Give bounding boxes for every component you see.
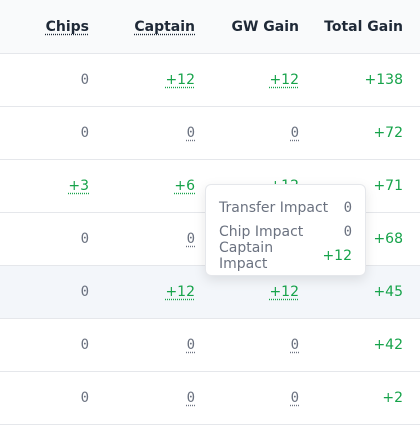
tooltip-row-chip: Chip Impact 0 (219, 222, 352, 242)
total-gain-value: +71 (373, 178, 403, 194)
chips-value: 0 (80, 231, 89, 247)
tooltip-row-transfer: Transfer Impact 0 (219, 198, 352, 218)
chips-value: 0 (80, 337, 89, 353)
gain-breakdown-tooltip: Transfer Impact 0 Chip Impact 0 Captain … (205, 184, 366, 276)
table-row: 0 0 0 +2 (0, 372, 420, 425)
table-row: 0 +12 +12 +138 (0, 54, 420, 107)
chips-value: 0 (80, 284, 89, 300)
captain-value[interactable]: +12 (165, 284, 195, 300)
captain-value[interactable]: 0 (186, 125, 195, 141)
gw-gain-header: GW Gain (231, 18, 299, 35)
gw-gain-value[interactable]: 0 (290, 390, 299, 406)
captain-value[interactable]: 0 (186, 231, 195, 247)
table-row: 0 0 0 +72 (0, 107, 420, 160)
captain-value[interactable]: 0 (186, 337, 195, 353)
captain-value[interactable]: +12 (165, 72, 195, 88)
gw-gain-value[interactable]: +12 (269, 284, 299, 300)
total-gain-value: +68 (373, 231, 403, 247)
chips-value: 0 (80, 72, 89, 88)
tooltip-row-captain: Captain Impact +12 (219, 240, 352, 272)
chips-value: 0 (80, 390, 89, 406)
captain-impact-value: +12 (322, 248, 352, 264)
transfer-impact-label: Transfer Impact (219, 200, 329, 216)
gw-gain-value[interactable]: 0 (290, 337, 299, 353)
captain-header[interactable]: Captain (134, 18, 195, 35)
total-gain-value: +2 (382, 390, 403, 406)
chips-header[interactable]: Chips (45, 18, 89, 35)
total-gain-value: +45 (373, 284, 403, 300)
total-gain-value: +138 (364, 72, 403, 88)
captain-impact-label: Captain Impact (219, 240, 274, 272)
chips-value[interactable]: +3 (68, 178, 89, 194)
captain-value[interactable]: +6 (174, 178, 195, 194)
captain-value[interactable]: 0 (186, 390, 195, 406)
gw-gain-value[interactable]: +12 (269, 72, 299, 88)
total-gain-header: Total Gain (324, 18, 403, 35)
total-gain-value: +42 (373, 337, 403, 353)
table-row: 0 0 0 +42 (0, 319, 420, 372)
transfer-impact-value: 0 (343, 200, 352, 216)
chips-value: 0 (80, 125, 89, 141)
chip-impact-value: 0 (343, 224, 352, 240)
gw-gain-value[interactable]: 0 (290, 125, 299, 141)
chip-impact-label: Chip Impact (219, 224, 304, 240)
table-header: Chips Captain GW Gain Total Gain (0, 0, 420, 54)
total-gain-value: +72 (373, 125, 403, 141)
